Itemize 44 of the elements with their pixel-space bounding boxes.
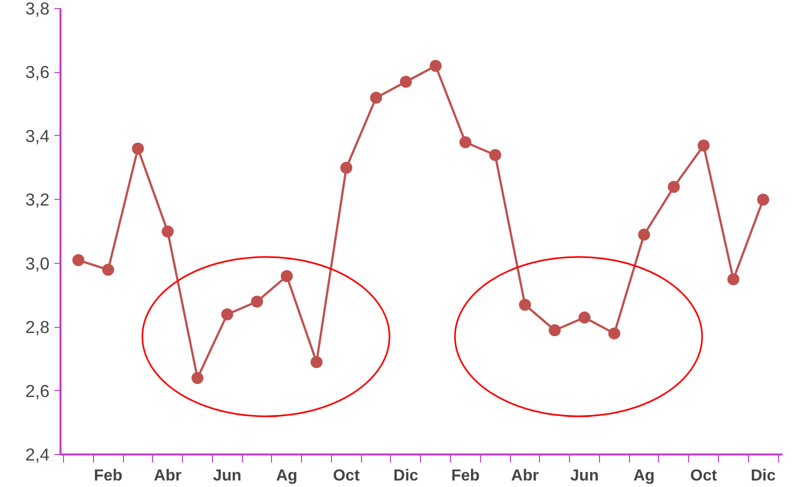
point <box>698 139 710 152</box>
y-tick-label: 3,8 <box>25 0 50 18</box>
y-tick-label: 3,4 <box>25 126 50 146</box>
point <box>72 254 84 266</box>
point <box>518 298 531 311</box>
point <box>548 324 561 336</box>
point <box>280 270 293 282</box>
point <box>430 60 442 72</box>
x-tick-label: Oct <box>690 468 718 484</box>
point <box>221 308 234 320</box>
point <box>668 180 680 193</box>
point <box>727 273 740 286</box>
point <box>310 356 323 368</box>
x-tick-label: Dic <box>750 468 776 484</box>
point <box>489 149 502 162</box>
y-tick-label: 2,4 <box>25 444 50 464</box>
x-tick-label: Jun <box>570 468 599 484</box>
x-tick-label: Abr <box>511 468 539 484</box>
point <box>162 226 174 238</box>
y-tick-label: 3,6 <box>25 62 50 82</box>
point <box>251 296 264 308</box>
point <box>340 162 352 174</box>
x-tick-label: Feb <box>451 468 480 484</box>
point <box>757 194 770 206</box>
point <box>608 327 620 340</box>
point <box>102 264 114 276</box>
point <box>578 312 591 324</box>
x-tick-label: Oct <box>332 468 360 484</box>
point <box>132 142 144 155</box>
point <box>638 228 650 241</box>
x-tick-label: Abr <box>154 468 182 484</box>
point <box>191 372 204 384</box>
y-tick-label: 2,8 <box>25 317 50 338</box>
y-tick-label: 3,2 <box>25 190 50 210</box>
point <box>370 92 382 104</box>
y-tick-label: 3,0 <box>25 253 50 274</box>
x-tick-label: Dic <box>393 468 418 484</box>
x-tick-label: Jun <box>213 468 242 484</box>
x-tick-label: Ag <box>276 468 298 484</box>
point <box>400 76 412 88</box>
point <box>459 136 472 148</box>
x-tick-label: Feb <box>94 468 123 484</box>
y-tick-label: 2,6 <box>25 380 50 401</box>
x-tick-label: Ag <box>633 468 655 484</box>
